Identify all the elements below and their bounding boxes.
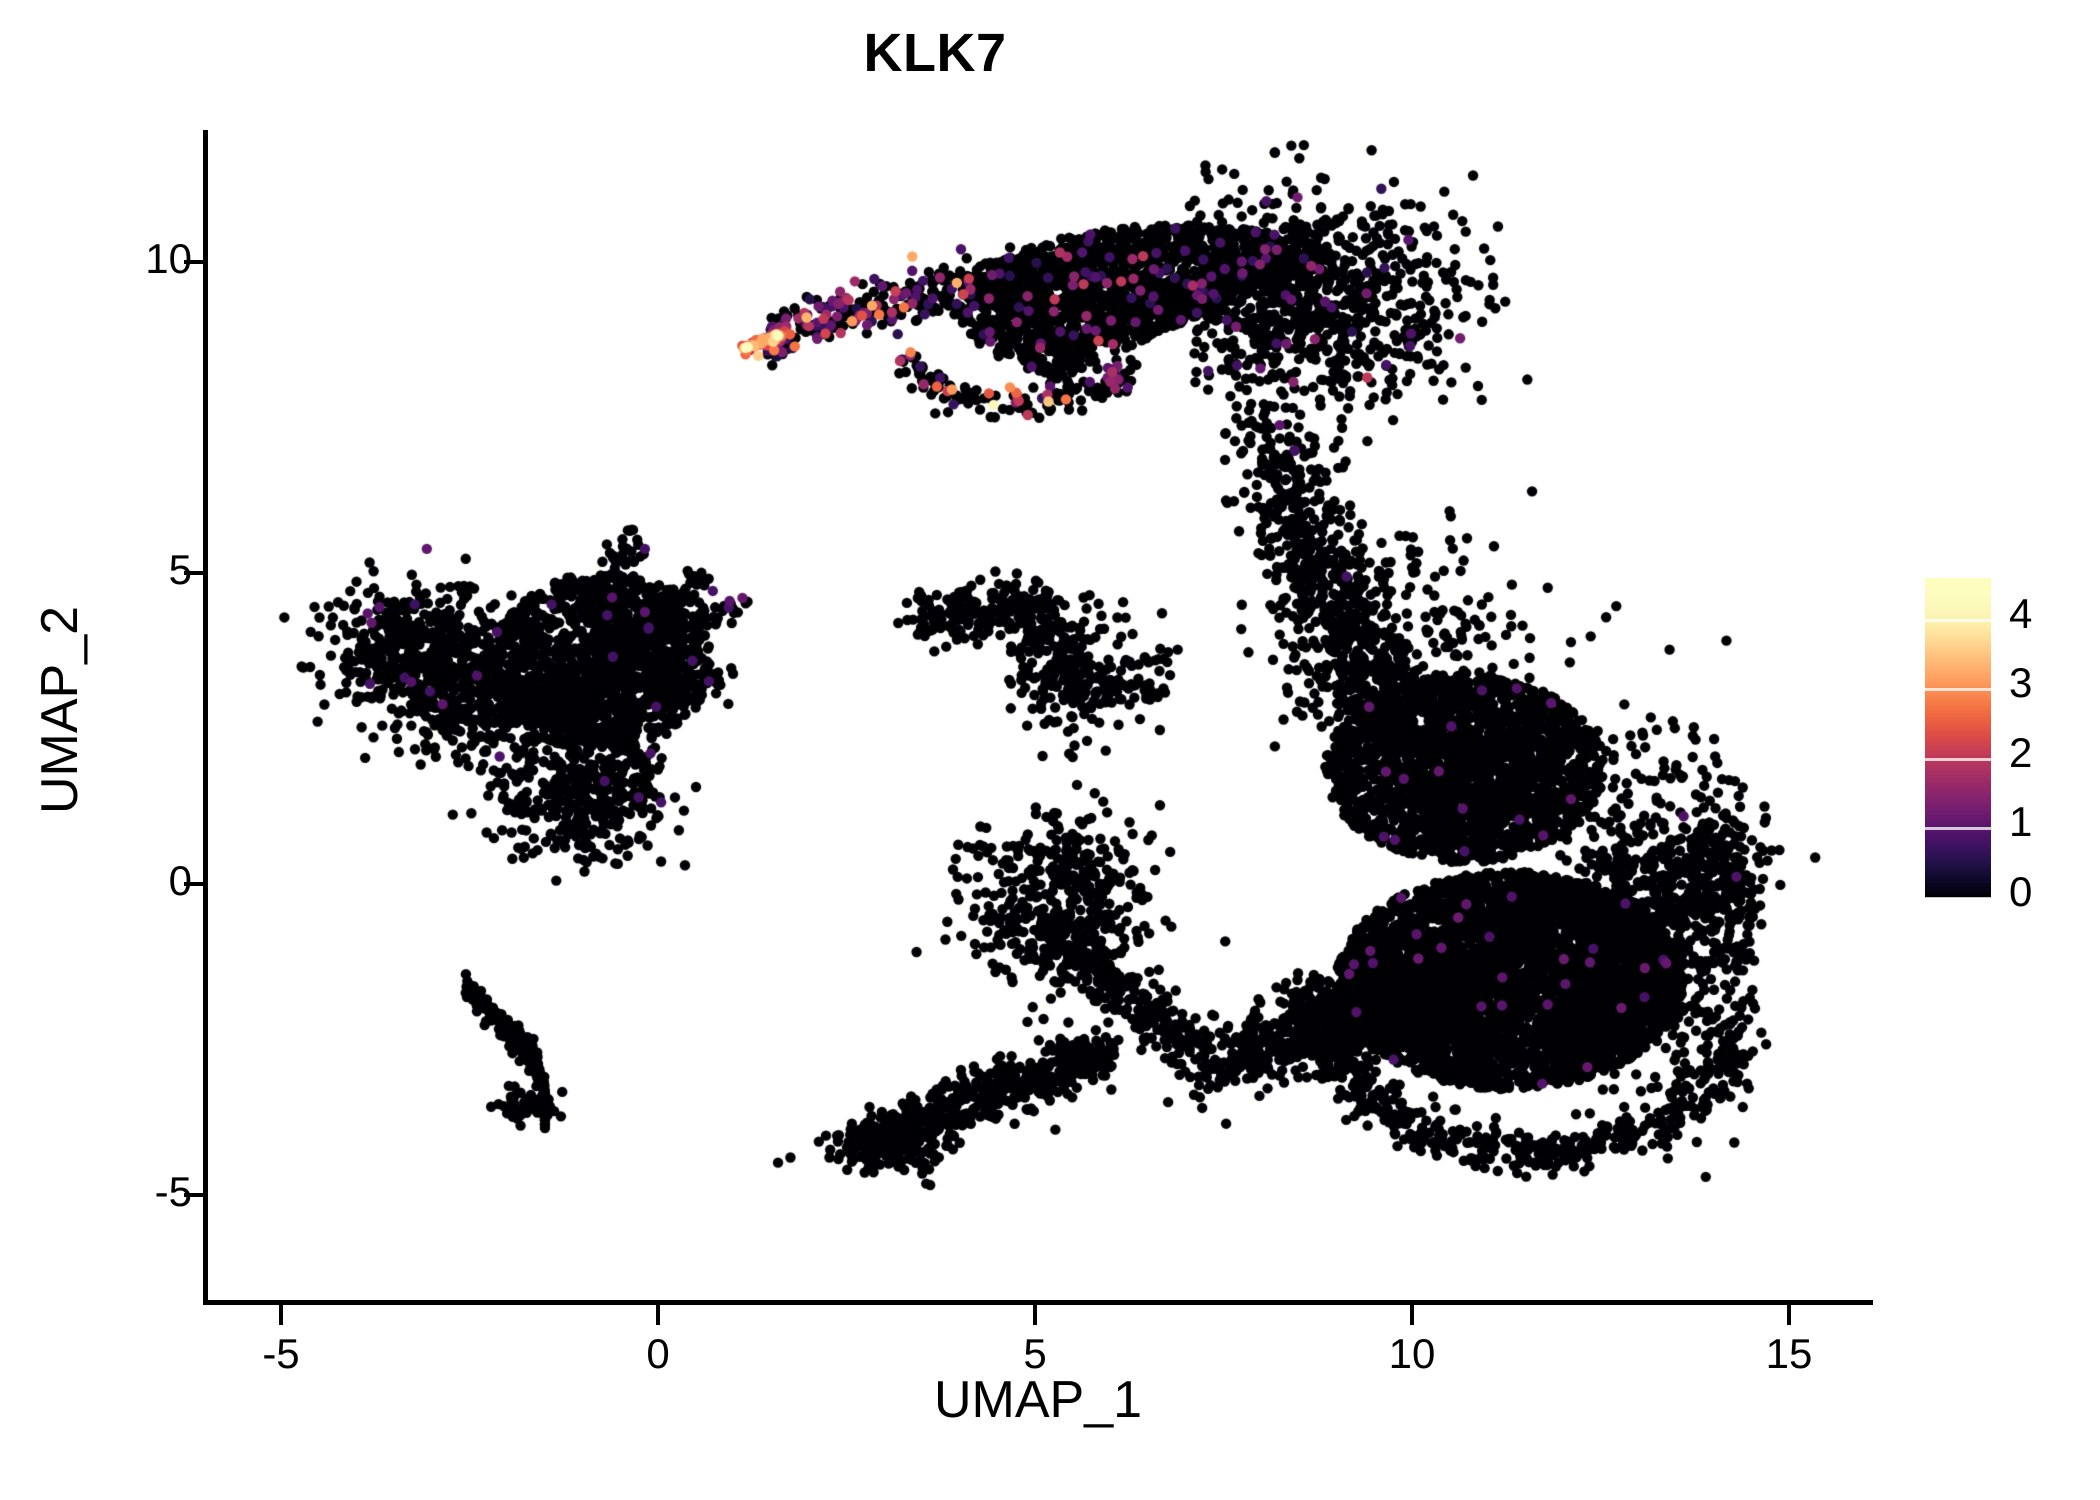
- x-tick-mark-5: [1033, 1305, 1037, 1325]
- y-tick-mark-minus5: [184, 1193, 204, 1197]
- y-axis-line: [203, 130, 208, 1305]
- x-tick-label-10: 10: [1388, 1330, 1436, 1377]
- colorbar-tick-1: [1925, 827, 1991, 830]
- y-axis-title: UMAP_2: [31, 605, 89, 815]
- x-axis-line: [203, 1300, 1873, 1305]
- colorbar-tick-3: [1925, 688, 1991, 691]
- colorbar-tick-4: [1925, 619, 1991, 622]
- x-tick-mark-15: [1787, 1305, 1791, 1325]
- colorbar-label-0: 0: [2009, 868, 2033, 915]
- colorbar-label-1: 1: [2009, 798, 2033, 845]
- x-tick-label-0: 0: [646, 1330, 670, 1377]
- y-tick-label-0: 0: [168, 857, 192, 904]
- y-tick-mark-0: [184, 882, 204, 886]
- scatter-plot-canvas: [206, 130, 1886, 1310]
- x-tick-mark-minus5: [279, 1305, 283, 1325]
- page-title: KLK7: [863, 23, 1007, 83]
- x-axis-title: UMAP_1: [933, 1371, 1143, 1429]
- colorbar-label-3: 3: [2009, 659, 2033, 706]
- x-tick-label-15: 15: [1765, 1330, 1813, 1377]
- x-tick-mark-10: [1410, 1305, 1414, 1325]
- x-tick-mark-0: [656, 1305, 660, 1325]
- colorbar-label-2: 2: [2009, 729, 2033, 776]
- y-tick-label-10: 10: [145, 235, 192, 282]
- x-tick-label-minus5: -5: [262, 1330, 300, 1377]
- x-tick-label-5: 5: [1023, 1330, 1047, 1377]
- y-tick-mark-10: [184, 260, 204, 264]
- y-tick-mark-5: [184, 571, 204, 575]
- y-tick-label-5: 5: [168, 546, 192, 593]
- y-tick-label-minus5: -5: [154, 1168, 192, 1215]
- colorbar-tick-0: [1925, 897, 1991, 900]
- colorbar-tick-2: [1925, 758, 1991, 761]
- colorbar-gradient: [1925, 578, 1991, 898]
- colorbar-legend: 4 3 2 1 0: [1925, 578, 2085, 913]
- colorbar-label-4: 4: [2009, 590, 2033, 637]
